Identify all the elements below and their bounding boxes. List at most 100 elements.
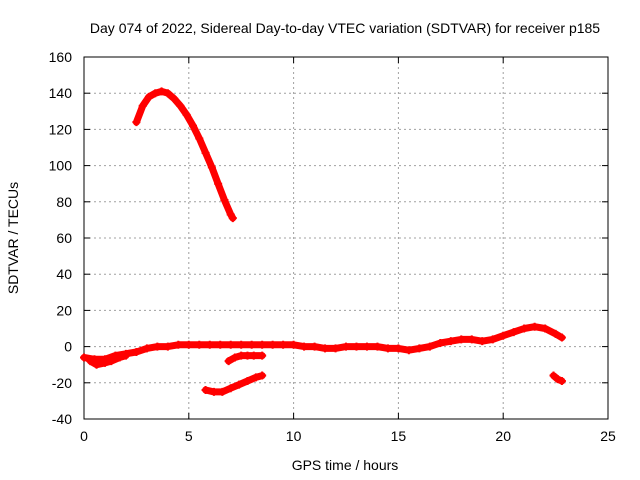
y-tick-label: 120 (49, 121, 73, 137)
data-point (195, 340, 204, 349)
data-point (174, 340, 183, 349)
data-point (551, 329, 560, 338)
data-point (457, 335, 466, 344)
data-point (549, 371, 558, 380)
data-point (230, 353, 239, 362)
data-point (235, 380, 244, 389)
data-point (425, 342, 434, 351)
data-point (209, 387, 218, 396)
y-axis-label: SDTVAR / TECUs (5, 182, 21, 294)
data-point (249, 351, 258, 360)
data-point (258, 371, 267, 380)
y-tick-label: 100 (49, 158, 73, 174)
data-point (509, 328, 518, 337)
data-point (352, 342, 361, 351)
data-marks (80, 87, 566, 396)
data-point (207, 163, 216, 172)
data-point (557, 376, 566, 385)
data-point (151, 89, 160, 98)
y-tick-label: 0 (64, 339, 72, 355)
data-point (488, 335, 497, 344)
data-point (258, 351, 267, 360)
data-point (553, 375, 562, 384)
data-point (383, 344, 392, 353)
data-point (436, 338, 445, 347)
series-end-segment (549, 371, 566, 385)
data-point (342, 342, 350, 351)
data-point (224, 357, 233, 366)
x-tick-label: 20 (495, 428, 511, 444)
x-tick-label: 10 (286, 428, 302, 444)
data-point (138, 101, 147, 110)
data-point (237, 340, 246, 349)
data-point (289, 340, 298, 349)
data-point (362, 342, 371, 351)
y-tick-label: -40 (52, 411, 72, 427)
data-point (404, 346, 413, 355)
data-point (310, 342, 319, 351)
y-tick-label: 60 (56, 230, 72, 246)
data-point (157, 87, 166, 96)
data-point (144, 92, 153, 101)
data-point (251, 373, 260, 382)
data-point (467, 335, 476, 344)
data-point (188, 121, 197, 130)
x-tick-label: 0 (80, 428, 88, 444)
data-point (258, 340, 267, 349)
axis-ticks: 0 5 10 15 20 25 -40 -20 0 20 40 60 80 100 120 140 160 (49, 49, 616, 444)
data-point (520, 324, 529, 333)
y-tick-label: -20 (52, 375, 72, 391)
data-point (216, 340, 225, 349)
data-point (80, 353, 88, 362)
data-point (226, 340, 235, 349)
data-point (321, 344, 330, 353)
data-point (279, 340, 288, 349)
data-point (195, 134, 204, 143)
series-lower-track (86, 351, 130, 369)
data-point (132, 348, 141, 357)
data-point (247, 340, 256, 349)
data-point (214, 179, 223, 188)
y-tick-label: 40 (56, 266, 72, 282)
data-point (176, 101, 185, 110)
y-tick-label: 80 (56, 194, 72, 210)
data-point (182, 110, 191, 119)
x-tick-label: 5 (185, 428, 193, 444)
data-point (415, 344, 424, 353)
data-point (557, 333, 566, 342)
x-tick-label: 15 (391, 428, 407, 444)
data-point (220, 195, 229, 204)
data-point (530, 322, 539, 331)
data-point (86, 357, 95, 366)
data-point (153, 342, 162, 351)
data-point (228, 214, 237, 223)
data-point (331, 344, 340, 353)
grid (84, 57, 608, 419)
data-point (300, 342, 309, 351)
data-point (142, 344, 151, 353)
data-point (446, 337, 455, 346)
chart-title: Day 074 of 2022, Sidereal Day-to-day VTE… (90, 20, 600, 36)
data-point (115, 353, 124, 362)
x-tick-label: 25 (600, 428, 616, 444)
data-point (163, 342, 172, 351)
data-point (205, 340, 214, 349)
data-point (541, 324, 550, 333)
data-point (132, 118, 141, 127)
series-arc-low (201, 371, 267, 396)
series-main-track (80, 322, 566, 364)
y-tick-label: 140 (49, 85, 73, 101)
data-point (121, 351, 130, 360)
y-tick-label: 20 (56, 302, 72, 318)
series-short-segment (224, 351, 267, 366)
series-band (132, 87, 237, 222)
y-tick-label: 160 (49, 49, 73, 65)
data-point (373, 342, 382, 351)
x-axis-label: GPS time / hours (292, 457, 399, 473)
data-point (394, 344, 403, 353)
data-point (226, 384, 235, 393)
data-point (201, 386, 210, 395)
data-point (170, 94, 179, 103)
data-point (201, 148, 210, 157)
